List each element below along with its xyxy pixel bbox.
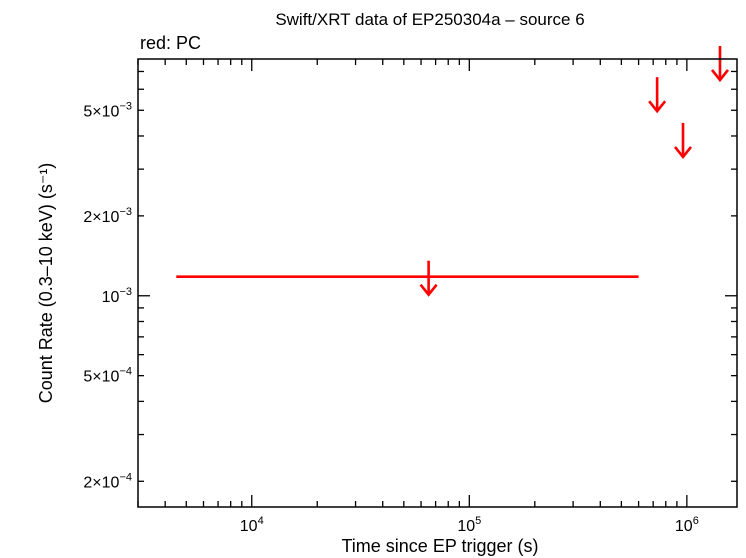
chart-title: Swift/XRT data of EP250304a – source 6 — [275, 10, 584, 29]
x-tick-label: 104 — [240, 515, 264, 535]
axis-ticks: 104 105 106 2×10−4 5×10−4 10−3 2×10−3 5×10−3 — [83, 59, 737, 535]
x-tick-label: 106 — [675, 515, 699, 535]
y-axis-label: Count Rate (0.3–10 keV) (s⁻¹) — [36, 163, 56, 404]
upper-limit-arrow — [419, 260, 438, 297]
plot-frame — [137, 58, 738, 508]
y-tick-label: 2×10−3 — [83, 206, 132, 226]
y-tick-label: 2×10−4 — [83, 471, 132, 491]
upper-limit-arrow — [710, 45, 730, 83]
x-axis-label: Time since EP trigger (s) — [341, 536, 538, 556]
y-tick-label: 10−3 — [102, 286, 132, 306]
y-tick-label: 5×10−4 — [83, 366, 132, 386]
y-tick-label: 5×10−3 — [83, 100, 132, 120]
upper-limit-arrow — [673, 122, 693, 159]
chart-subtitle: red: PC — [140, 33, 201, 53]
x-tick-label: 105 — [457, 515, 481, 535]
upper-limit-arrow — [648, 77, 667, 114]
data-points — [176, 45, 730, 297]
